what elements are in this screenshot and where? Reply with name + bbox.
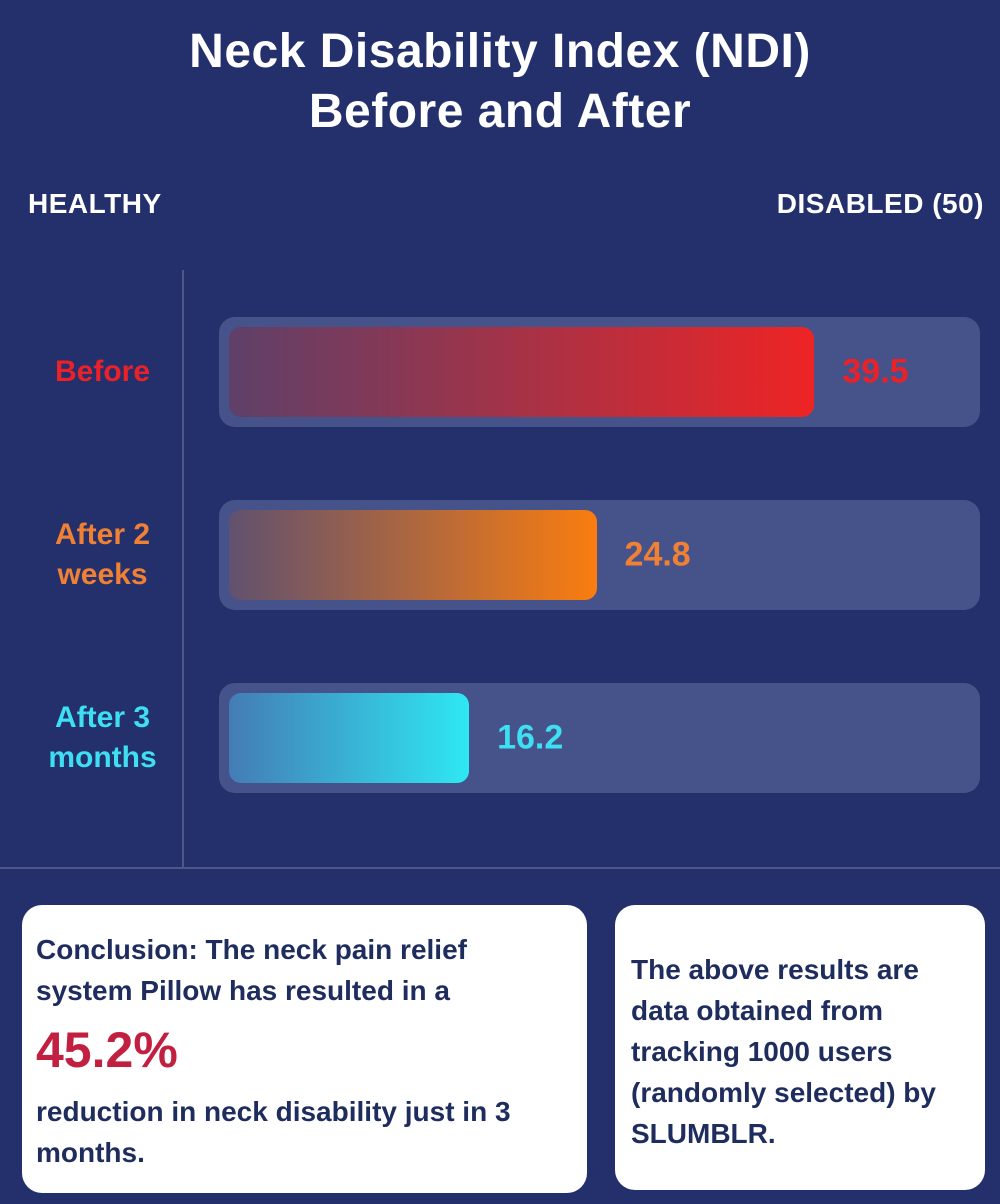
scale-row: HEALTHY DISABLED (50)	[0, 188, 1000, 220]
source-text: The above results are data obtained from…	[631, 949, 967, 1154]
category-label-after-3-months: After 3 months	[48, 700, 157, 774]
bar-after-2-weeks	[229, 509, 597, 600]
scale-label-disabled: DISABLED (50)	[776, 188, 984, 219]
brand-name: SLUMBLR	[631, 1118, 768, 1149]
source-card: The above results are data obtained from…	[615, 905, 985, 1190]
bar-track-before: 39.5	[219, 316, 980, 427]
value-label-after-2-weeks: 24.8	[624, 535, 691, 573]
source-text-body: The above results are data obtained from…	[631, 954, 936, 1108]
chart-title: Neck Disability Index (NDI) Before and A…	[189, 25, 811, 138]
conclusion-tail-text: reduction in neck disability just in 3 m…	[36, 1096, 511, 1168]
bar-before	[229, 326, 815, 417]
scale-label-healthy: HEALTHY	[28, 188, 162, 219]
cards-section: Conclusion: The neck pain relief system …	[0, 905, 1000, 1193]
conclusion-card: Conclusion: The neck pain relief system …	[22, 905, 587, 1193]
category-label-before: Before	[54, 354, 151, 388]
y-axis-line	[182, 270, 184, 867]
chart-row-after-2-weeks: After 2 weeks 24.8	[0, 463, 1000, 646]
value-label-before: 39.5	[842, 352, 909, 390]
conclusion-lead-text: Conclusion: The neck pain relief system …	[36, 934, 467, 1006]
source-text-suffix: .	[767, 1118, 776, 1149]
bar-chart: Before 39.5 After 2 weeks 24.8 After 3 m…	[0, 270, 1000, 869]
category-label-after-2-weeks: After 2 weeks	[54, 517, 151, 591]
value-label-after-3-months: 16.2	[497, 718, 564, 756]
bar-track-after-2-weeks: 24.8	[219, 499, 980, 610]
chart-row-before: Before 39.5	[0, 280, 1000, 463]
bar-after-3-months	[229, 692, 470, 783]
bar-track-after-3-months: 16.2	[219, 682, 980, 793]
chart-row-after-3-months: After 3 months 16.2	[0, 646, 1000, 829]
reduction-percentage: 45.2%	[36, 1022, 178, 1078]
